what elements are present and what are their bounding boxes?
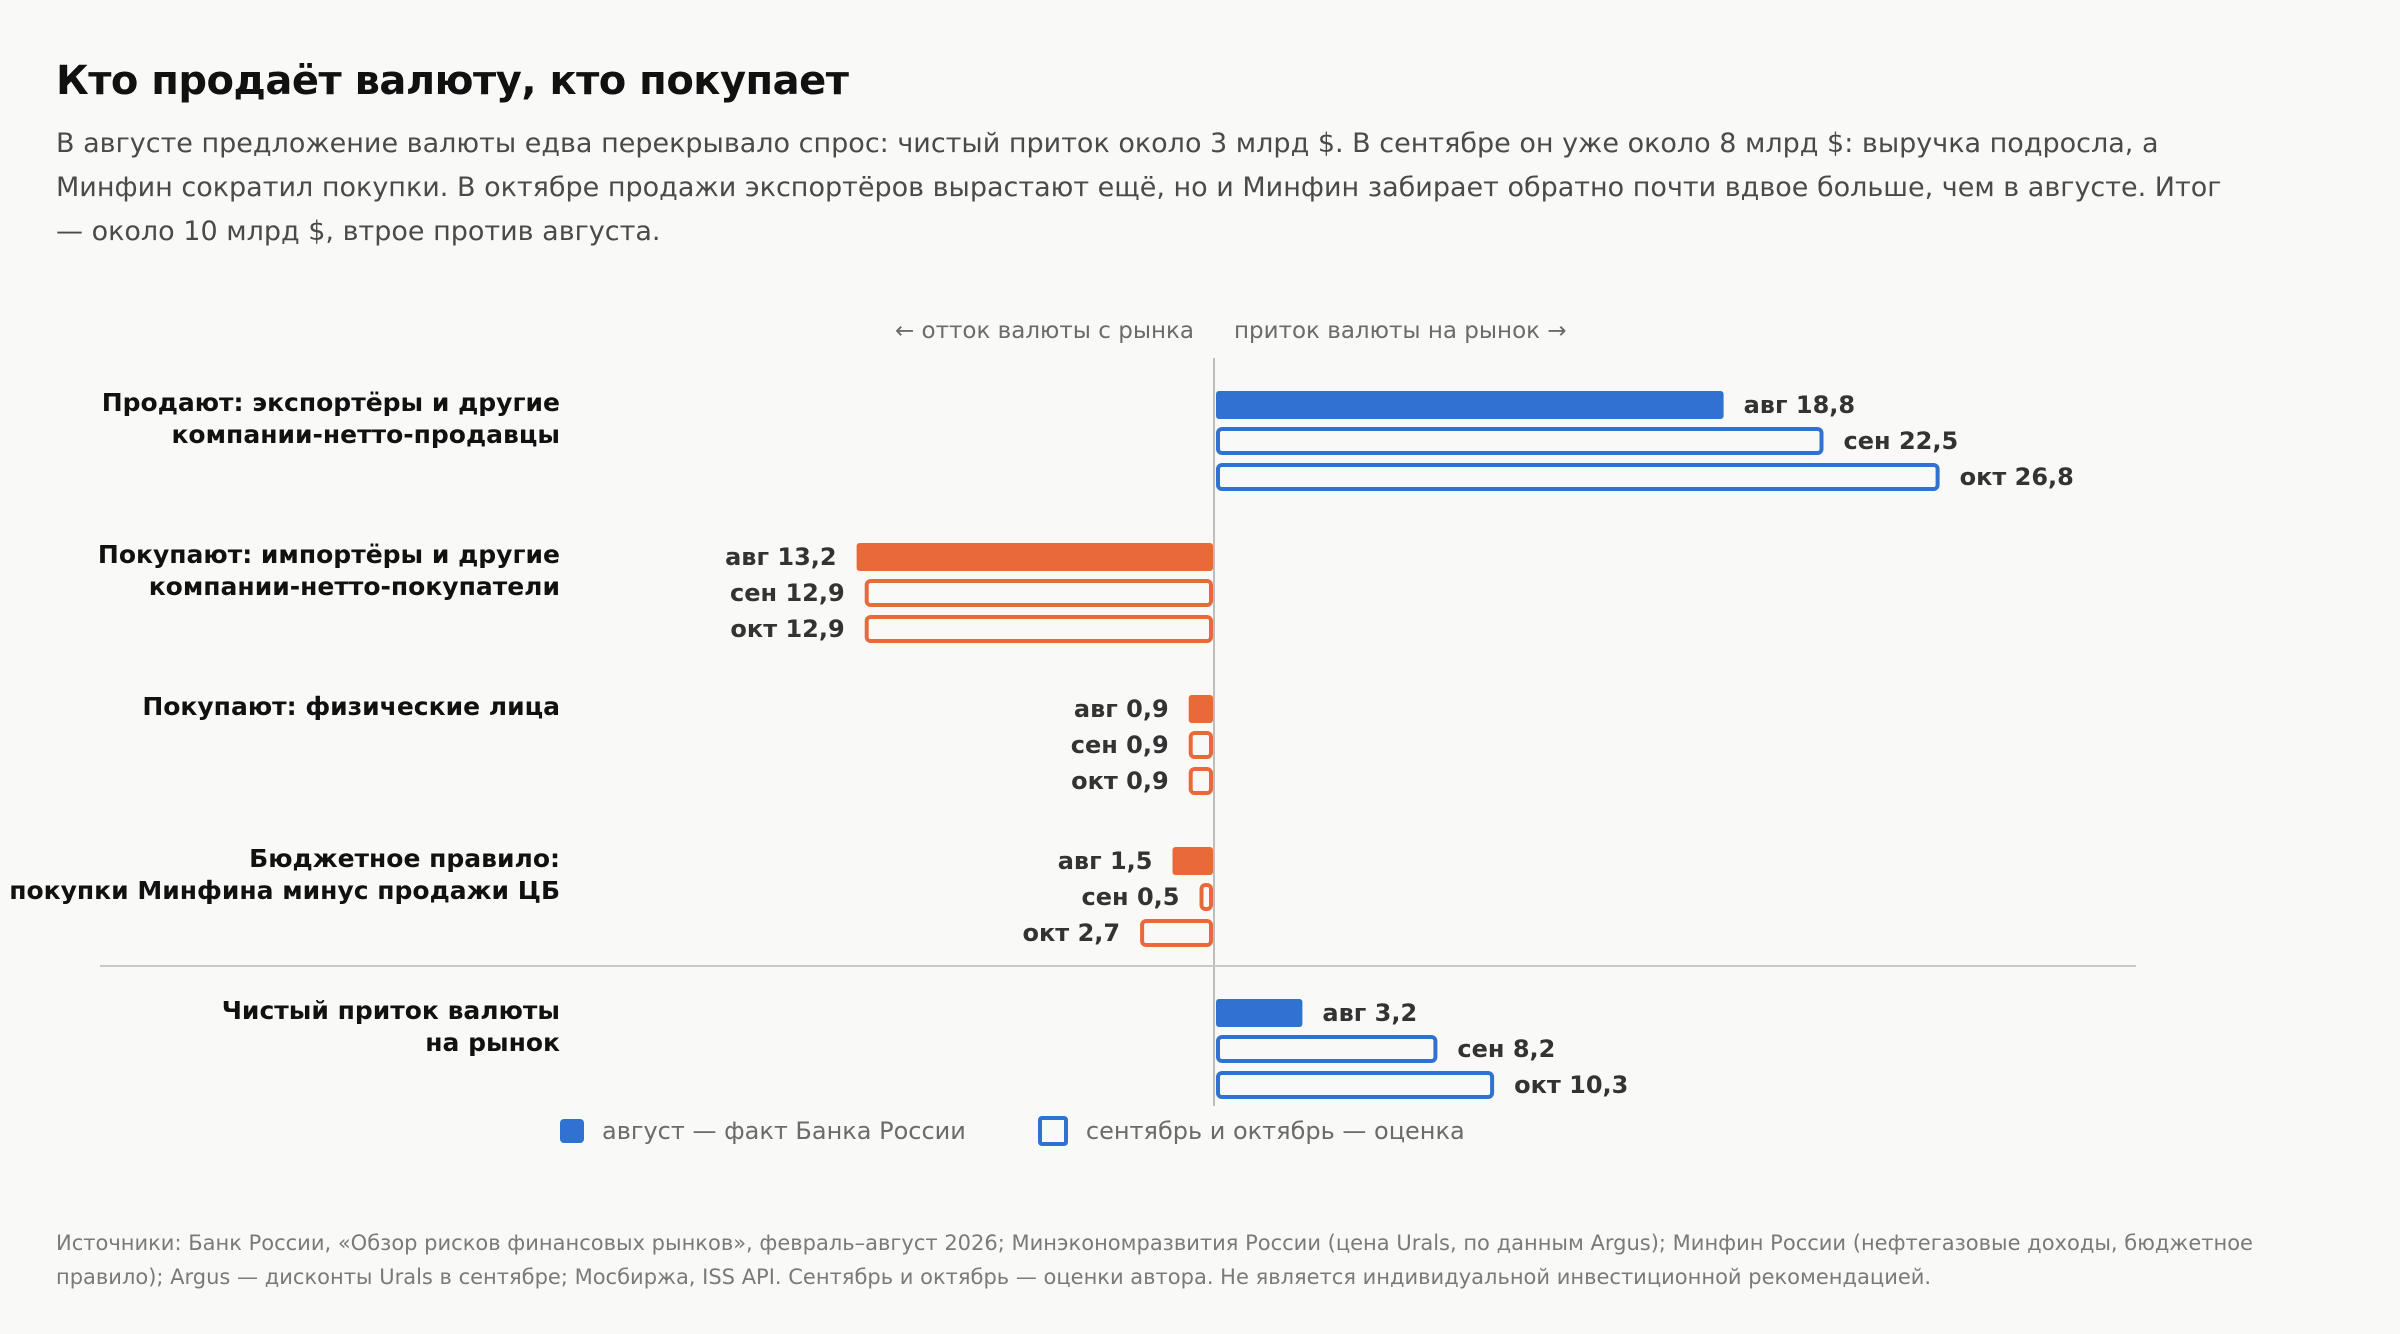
bar (864, 579, 1213, 607)
bar-data-label: окт 26,8 (1960, 463, 2074, 491)
category-label-line: Продают: экспортёры и другие (101, 388, 560, 417)
bar (1216, 427, 1824, 455)
category-label-line: на рынок (425, 1028, 560, 1057)
bar (1188, 695, 1213, 723)
legend: август — факт Банка России сентябрь и ок… (560, 1116, 1537, 1146)
bar-data-label: авг 3,2 (1322, 999, 1417, 1027)
legend-item-actual: август — факт Банка России (560, 1117, 966, 1145)
category-label: Бюджетное правило: покупки Минфина минус … (0, 843, 560, 907)
bar-data-label: авг 1,5 (1058, 847, 1153, 875)
category-label-line: Чистый приток валюты (221, 996, 560, 1025)
category-label-line: компании-нетто-покупатели (148, 572, 560, 601)
bar (1188, 767, 1213, 795)
category-label: Чистый приток валюты на рынок (0, 995, 560, 1059)
category-label-line: компании-нетто-продавцы (171, 420, 560, 449)
category-label-line: покупки Минфина минус продажи ЦБ (9, 876, 560, 905)
category-label: Покупают: физические лица (0, 691, 560, 723)
bar-data-label: окт 10,3 (1514, 1071, 1628, 1099)
bar-data-label: авг 13,2 (725, 543, 837, 571)
bar-data-label: авг 18,8 (1744, 391, 1856, 419)
bar-data-label: окт 12,9 (730, 615, 844, 643)
category-label-line: Покупают: импортёры и другие (97, 540, 560, 569)
legend-label-estimate: сентябрь и октябрь — оценка (1085, 1117, 1465, 1145)
bar-data-label: сен 8,2 (1457, 1035, 1555, 1063)
bar-data-label: окт 0,9 (1071, 767, 1169, 795)
bar (1188, 731, 1213, 759)
bar-data-label: сен 0,9 (1071, 731, 1169, 759)
bar (1216, 999, 1303, 1027)
legend-swatch-filled (560, 1119, 584, 1143)
legend-swatch-outline (1037, 1116, 1068, 1146)
outflow-direction-label: ← отток валюты с рынка (894, 318, 1194, 344)
bar (856, 543, 1213, 571)
bar (864, 615, 1213, 643)
bar-data-label: окт 2,7 (1023, 919, 1121, 947)
inflow-direction-label: приток валюты на рынок → (1234, 318, 1567, 344)
bar (1172, 847, 1213, 875)
category-label-line: Покупают: физические лица (142, 692, 560, 721)
category-label: Продают: экспортёры и другие компании-нет… (0, 387, 560, 451)
bar-data-label: сен 0,5 (1082, 883, 1180, 911)
bar (1216, 463, 1940, 491)
category-label: Покупают: импортёры и другие компании-нет… (0, 539, 560, 603)
bar-data-label: сен 22,5 (1844, 427, 1959, 455)
category-label-line: Бюджетное правило: (249, 844, 560, 873)
bar-data-label: сен 12,9 (730, 579, 845, 607)
bar (1216, 1035, 1438, 1063)
bar (1216, 1071, 1495, 1099)
chart-subtitle: В августе предложение валюты едва перекр… (56, 128, 2222, 247)
chart-title: Кто продаёт валюту, кто покупает (56, 58, 849, 104)
legend-item-estimate: сентябрь и октябрь — оценка (1037, 1116, 1465, 1146)
bar (1216, 391, 1724, 419)
source-note: Источники: Банк России, «Обзор рисков фи… (56, 1231, 2253, 1289)
bar (1199, 883, 1213, 911)
bar-data-label: авг 0,9 (1074, 695, 1169, 723)
bar (1140, 919, 1213, 947)
legend-label-actual: август — факт Банка России (602, 1117, 966, 1145)
